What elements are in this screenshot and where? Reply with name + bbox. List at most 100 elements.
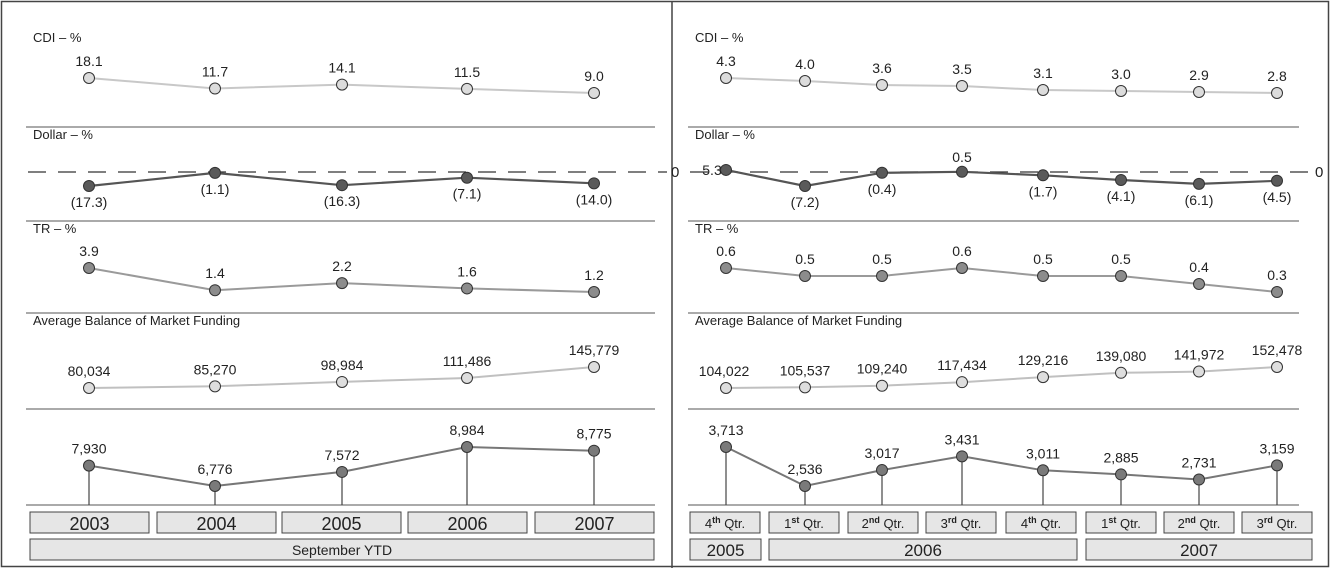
left-panel-title-2: Dollar – % (33, 127, 93, 142)
right-point-3-6 (1115, 270, 1127, 282)
right-point-4-8 (1271, 361, 1283, 373)
right-data-label-5-3: 3,017 (864, 445, 899, 461)
right-point-2-1 (720, 163, 732, 176)
left-data-label-1-4: 11.5 (454, 64, 480, 80)
right-point-5-6 (1115, 468, 1127, 481)
left-point-5-5 (588, 444, 600, 457)
right-data-label-3-4: 0.6 (952, 243, 972, 259)
right-data-label-1-2: 4.0 (795, 56, 815, 72)
right-quarter-label-4: 3rd Qtr. (941, 515, 982, 531)
right-point-2-7 (1193, 177, 1205, 190)
left-category-box-1 (29, 511, 150, 534)
right-point-5-4 (956, 450, 968, 463)
right-data-label-4-2: 105,537 (780, 362, 831, 378)
right-data-label-5-4: 3,431 (944, 431, 979, 447)
right-data-label-5-5: 3,011 (1026, 445, 1060, 461)
right-quarter-box-7 (1163, 511, 1235, 534)
right-point-5-1 (720, 441, 732, 453)
right-point-3-4 (956, 262, 968, 274)
right-quarter-rest-3: Qtr. (880, 516, 905, 531)
right-point-4-4 (956, 376, 968, 389)
right-quarter-box-3 (847, 511, 919, 534)
right-year-label-2: 2006 (904, 541, 942, 560)
right-series-line-2 (725, 168, 1278, 188)
right-year-box-3 (1085, 538, 1313, 561)
right-quarter-rest-8: Qtr. (1273, 516, 1298, 531)
right-quarter-label-1: 4th Qtr. (705, 515, 745, 531)
right-quarter-box-4 (925, 511, 997, 534)
left-panel-title-3: TR – % (33, 221, 77, 236)
left-point-4-2 (209, 380, 221, 393)
right-point-2-6 (1115, 173, 1127, 186)
right-data-label-1-7: 2.9 (1189, 67, 1209, 83)
right-data-label-2-5: (1.7) (1029, 183, 1058, 199)
right-quarter-sup-4: rd (948, 515, 957, 525)
right-data-label-3-8: 0.3 (1267, 267, 1287, 283)
right-quarter-label-2: 1st Qtr. (784, 515, 824, 531)
left-data-label-5-3: 7,572 (324, 447, 359, 463)
left-point-3-5 (588, 286, 600, 298)
left-data-label-4-4: 111,486 (443, 353, 492, 369)
right-panel-title-4: Average Balance of Market Funding (695, 313, 902, 328)
right-point-1-3 (876, 79, 888, 91)
right-quarter-num-8: 3 (1257, 516, 1264, 531)
left-data-label-5-1: 7,930 (71, 441, 106, 457)
left-point-5-3 (336, 465, 348, 478)
right-quarter-sup-1: th (712, 515, 721, 525)
left-data-label-5-5: 8,775 (576, 426, 611, 442)
left-data-label-2-5: (14.0) (576, 191, 613, 207)
left-point-1-5 (588, 87, 600, 99)
left-panel-title-1: CDI – % (33, 30, 82, 45)
right-point-1-5 (1037, 84, 1049, 96)
right-point-4-1 (720, 382, 732, 394)
left-point-5-4 (461, 441, 473, 453)
left-point-2-3 (336, 179, 348, 192)
left-data-label-3-4: 1.6 (457, 263, 477, 279)
left-data-label-3-2: 1.4 (205, 265, 225, 281)
right-point-3-5 (1037, 270, 1049, 282)
left-point-4-1 (83, 382, 95, 394)
left-category-label-5: 2007 (574, 514, 614, 534)
left-point-1-2 (209, 82, 221, 95)
left-group-box (29, 538, 655, 561)
left-point-2-5 (588, 177, 600, 190)
left-data-label-1-2: 11.7 (202, 64, 228, 80)
right-series-line-5 (725, 446, 1278, 488)
right-panel-title-1: CDI – % (695, 30, 744, 45)
right-data-label-3-2: 0.5 (795, 251, 815, 267)
right-data-label-1-5: 3.1 (1033, 65, 1053, 81)
right-data-label-2-8: (4.5) (1263, 189, 1292, 205)
right-quarter-sup-3: nd (869, 515, 880, 525)
left-point-3-1 (83, 262, 95, 274)
right-quarter-label-5: 4th Qtr. (1021, 515, 1061, 531)
right-data-label-4-4: 117,434 (937, 357, 987, 373)
left-data-label-2-2: (1.1) (201, 181, 230, 197)
right-data-label-3-5: 0.5 (1033, 251, 1053, 267)
right-data-label-3-7: 0.4 (1189, 259, 1209, 275)
left-point-4-4 (461, 371, 473, 384)
right-point-1-8 (1271, 87, 1283, 99)
left-category-box-4 (407, 511, 528, 534)
left-category-box-3 (281, 511, 402, 534)
left-data-label-4-3: 98,984 (321, 357, 364, 373)
right-data-label-2-7: (6.1) (1185, 192, 1214, 208)
right-point-1-2 (799, 75, 811, 87)
right-zero-label: 0 (1315, 164, 1323, 181)
left-data-label-1-1: 18.1 (75, 53, 102, 69)
right-quarter-rest-5: Qtr. (1037, 516, 1062, 531)
left-point-4-5 (588, 361, 600, 373)
right-point-2-8 (1271, 174, 1283, 187)
right-point-5-7 (1193, 473, 1205, 486)
right-point-4-6 (1115, 366, 1127, 379)
left-point-3-2 (209, 284, 221, 297)
right-quarter-box-1 (689, 511, 761, 534)
right-quarter-rest-6: Qtr. (1116, 516, 1141, 531)
left-point-2-1 (83, 180, 95, 192)
right-data-label-5-2: 2,536 (787, 461, 822, 477)
left-data-label-5-4: 8,984 (449, 422, 484, 438)
left-data-label-4-1: 80,034 (68, 363, 111, 379)
left-data-label-3-3: 2.2 (332, 258, 352, 274)
right-data-label-3-1: 0.6 (716, 243, 736, 259)
right-data-label-1-8: 2.8 (1267, 68, 1287, 84)
right-data-label-4-5: 129,216 (1018, 352, 1069, 368)
